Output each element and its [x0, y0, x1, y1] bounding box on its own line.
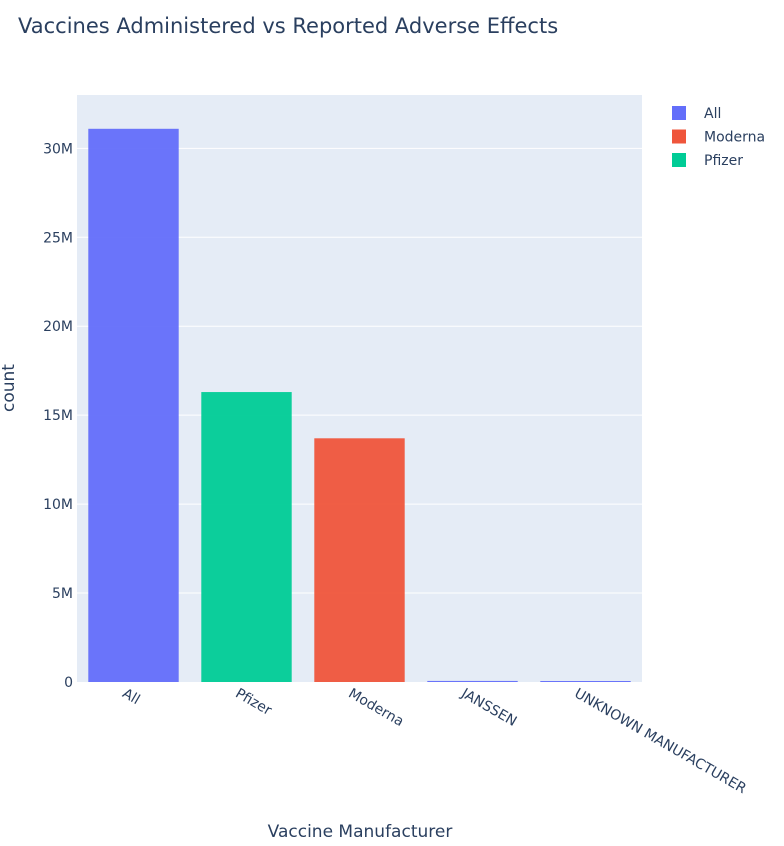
bar-pfizer[interactable] [201, 392, 292, 682]
chart-title: Vaccines Administered vs Reported Advers… [18, 14, 558, 38]
legend-item-all[interactable]: All [672, 106, 721, 122]
legend-label: All [704, 106, 721, 122]
legend[interactable]: All Moderna Pfizer [672, 106, 765, 169]
bar-unknown-manufacturer[interactable] [540, 681, 631, 682]
y-axis-ticks: 0 5M 10M 15M 20M 25M 30M [43, 141, 73, 691]
legend-swatch [672, 129, 686, 144]
legend-label: Pfizer [704, 153, 743, 169]
bars [88, 128, 631, 682]
legend-swatch [672, 106, 686, 120]
x-tick-label: All [120, 686, 143, 709]
y-axis-title: count [0, 364, 19, 412]
legend-item-pfizer[interactable]: Pfizer [672, 153, 743, 169]
y-tick-label: 5M [52, 586, 73, 602]
y-tick-label: 25M [43, 230, 73, 246]
legend-swatch [672, 153, 686, 167]
bar-all[interactable] [88, 128, 179, 682]
legend-item-moderna[interactable]: Moderna [672, 129, 765, 146]
y-tick-label: 0 [64, 675, 73, 691]
bar-janssen[interactable] [427, 680, 518, 682]
bar-moderna[interactable] [314, 438, 405, 682]
y-tick-label: 15M [43, 408, 73, 424]
y-tick-label: 30M [43, 141, 73, 157]
x-axis-title: Vaccine Manufacturer [268, 822, 453, 842]
y-tick-label: 20M [43, 319, 73, 335]
legend-label: Moderna [704, 130, 765, 146]
y-tick-label: 10M [43, 497, 73, 513]
